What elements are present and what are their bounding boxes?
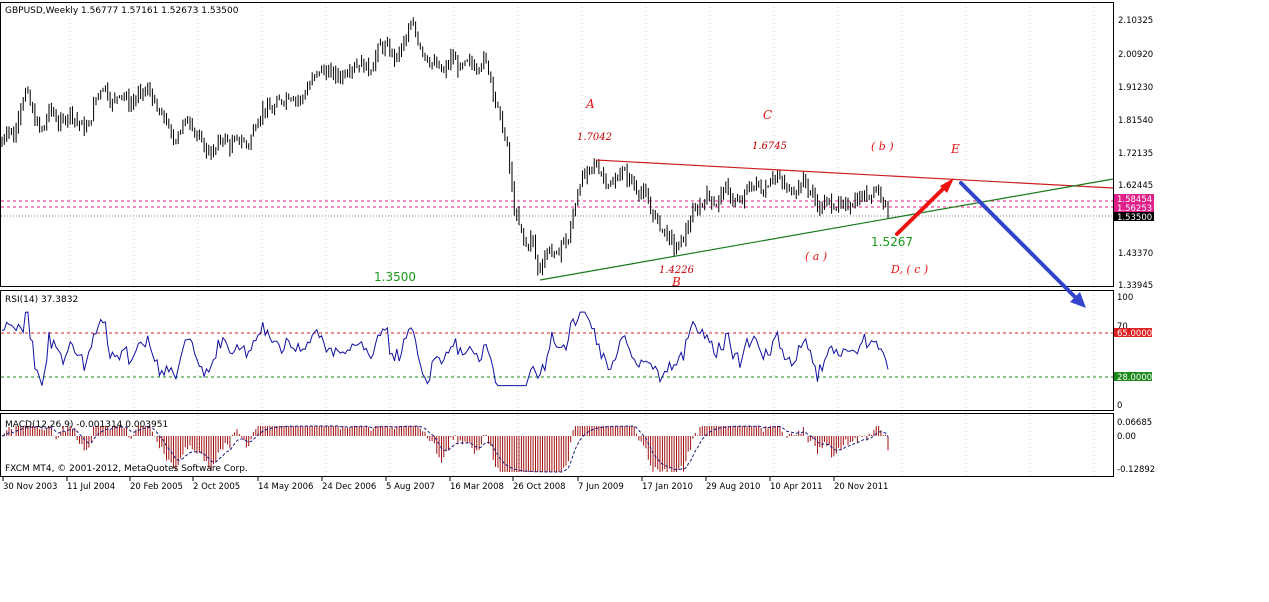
label-price-16745: 1.6745 — [752, 141, 787, 152]
price-panel — [0, 2, 1114, 287]
macd-tick: -0.12892 — [1117, 465, 1155, 475]
time-grid — [69, 3, 1095, 476]
rsi-header: RSI(14) 37.3832 — [5, 295, 78, 305]
time-axis: 30 Nov 2003 11 Jul 2004 20 Feb 2005 2 Oct 2… — [2, 477, 888, 492]
y-tick: 2.10325 — [1118, 16, 1153, 26]
rsi-line — [1, 311, 889, 387]
label-price-17042: 1.7042 — [577, 132, 612, 143]
x-tick-label: 24 Dec 2006 — [322, 482, 376, 492]
rsi-level-65-value: 65.0000 — [1117, 329, 1152, 339]
y-tick: 1.43370 — [1118, 249, 1153, 259]
x-tick-label: 26 Oct 2008 — [513, 482, 566, 492]
label-wave-e: E — [950, 142, 960, 156]
arrow-up — [895, 178, 954, 236]
x-tick-label: 20 Feb 2005 — [130, 482, 183, 492]
x-tick-label: 20 Nov 2011 — [834, 482, 888, 492]
y-tick: 1.91230 — [1118, 83, 1153, 93]
label-wave-a-small: ( a ) — [805, 250, 827, 263]
macd-axis: 0.06685 0.00 -0.12892 — [1117, 418, 1155, 475]
label-wave-c: C — [763, 108, 772, 122]
rsi-tick: 70 — [1117, 322, 1128, 332]
x-tick-label: 10 Apr 2011 — [770, 482, 823, 492]
pink-lower-value: 1.56253 — [1117, 204, 1152, 214]
x-tick-label: 29 Aug 2010 — [706, 482, 760, 492]
pink-upper-value: 1.58454 — [1117, 195, 1152, 205]
label-wave-b-small: ( b ) — [871, 140, 894, 153]
rsi-panel — [0, 290, 1114, 411]
label-wave-d-c: D, ( c ) — [890, 263, 928, 276]
main-header: GBPUSD,Weekly 1.56777 1.57161 1.52673 1.… — [5, 6, 239, 16]
rsi-tick: 0 — [1117, 401, 1122, 411]
y-tick: 1.72135 — [1118, 149, 1153, 159]
macd-tick: 0.06685 — [1117, 418, 1152, 428]
y-tick: 1.81540 — [1118, 116, 1153, 126]
x-tick-label: 5 Aug 2007 — [386, 482, 435, 492]
copyright: FXCM MT4, © 2001-2012, MetaQuotes Softwa… — [5, 464, 248, 474]
x-tick-label: 30 Nov 2003 — [3, 482, 57, 492]
macd-header: MACD(12,26,9) -0.001314 0.003951 — [5, 420, 168, 430]
x-tick-label: 11 Jul 2004 — [67, 482, 115, 492]
y-tick: 2.00920 — [1118, 50, 1153, 60]
macd-histogram — [3, 426, 889, 472]
label-price-13500: 1.3500 — [374, 270, 416, 284]
price-series — [1, 17, 889, 276]
y-tick: 1.33945 — [1118, 281, 1153, 291]
rsi-tick: 100 — [1117, 293, 1133, 303]
arrow-down — [959, 181, 1086, 308]
macd-tick: 0.00 — [1117, 432, 1136, 442]
rsi-axis: 100 70 0 65.0000 28.0000 — [1114, 293, 1152, 411]
triangle-upper-trendline — [595, 159, 1114, 189]
triangle-lower-trendline — [539, 178, 1114, 281]
y-tick: 1.62445 — [1118, 181, 1153, 191]
price-axis: 2.10325 2.00920 1.91230 1.81540 1.72135 … — [1118, 16, 1153, 291]
label-wave-b: B — [671, 275, 681, 289]
x-tick-label: 16 Mar 2008 — [450, 482, 504, 492]
close-value: 1.53500 — [1117, 213, 1152, 223]
x-tick-label: 2 Oct 2005 — [193, 482, 240, 492]
macd-signal-line — [1, 425, 889, 473]
label-wave-a: A — [585, 97, 595, 111]
label-price-14226: 1.4226 — [659, 265, 695, 276]
pink-level-labels: 1.58454 1.56253 1.53500 — [1114, 194, 1154, 223]
label-price-15267: 1.5267 — [871, 235, 913, 249]
x-tick-label: 14 May 2006 — [258, 482, 313, 492]
rsi-level-28-value: 28.0000 — [1117, 373, 1152, 383]
x-tick-label: 17 Jan 2010 — [642, 482, 693, 492]
x-tick-label: 7 Jun 2009 — [578, 482, 624, 492]
